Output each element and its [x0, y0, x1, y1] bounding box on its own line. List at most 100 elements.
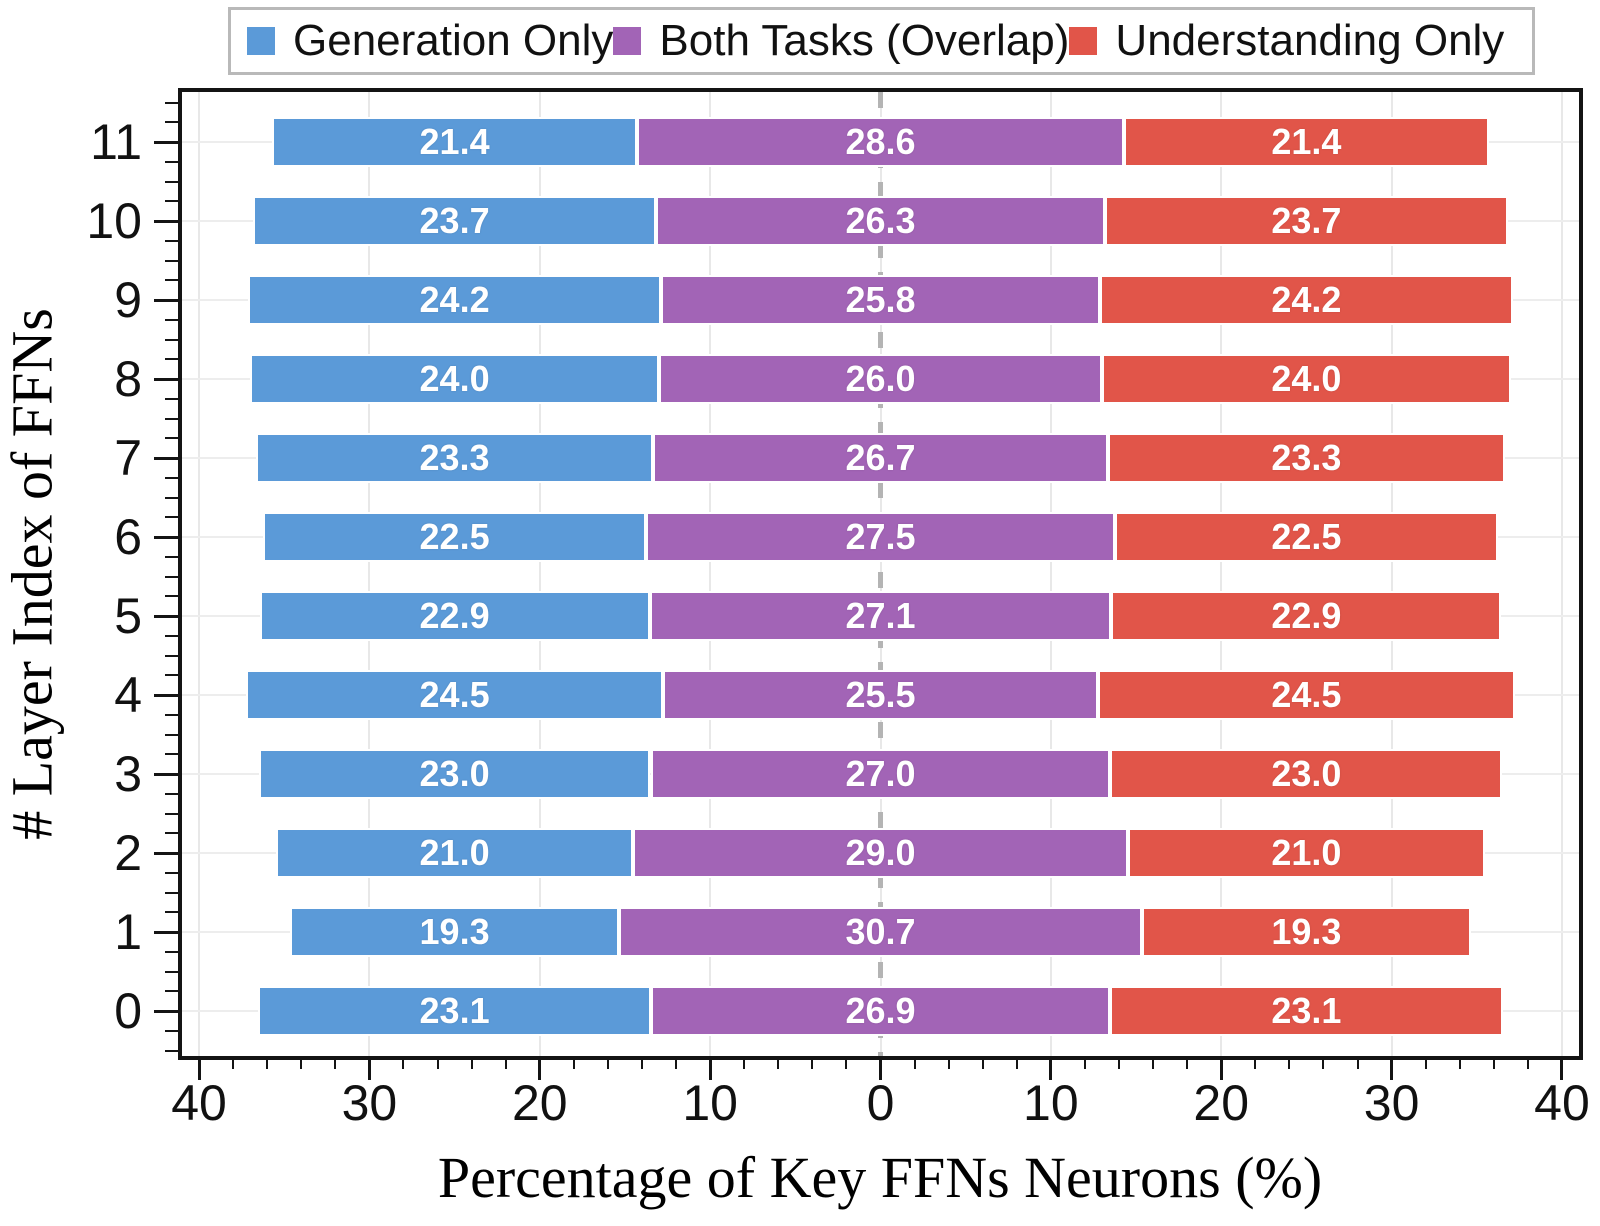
y-tick-minor [165, 101, 178, 104]
gridline-vertical [198, 92, 201, 1056]
bar-segment-both: 27.5 [646, 512, 1115, 562]
y-tick-label: 2 [114, 825, 142, 881]
bar-value-label: 22.9 [1271, 595, 1342, 636]
x-tick-major [708, 1056, 712, 1080]
y-tick-minor [165, 516, 178, 519]
y-tick-minor [165, 259, 178, 262]
x-tick-minor [402, 1056, 405, 1069]
y-tick-minor [165, 358, 178, 361]
x-tick-minor [504, 1056, 507, 1069]
y-tick-minor [165, 733, 178, 736]
y-tick-label: 1 [114, 904, 142, 960]
bar-segment-understanding: 23.1 [1109, 986, 1504, 1036]
x-tick-major [1390, 1056, 1394, 1080]
bar-value-label: 24.0 [419, 358, 490, 399]
gridline-vertical [538, 92, 541, 1056]
x-tick-minor [470, 1056, 473, 1069]
y-tick-major [154, 298, 178, 302]
bar-segment-understanding: 23.3 [1107, 433, 1505, 483]
y-tick-minor [165, 674, 178, 677]
y-tick-minor [165, 654, 178, 657]
x-tick-major [879, 1056, 882, 1080]
x-tick-major [1219, 1056, 1223, 1080]
x-tick-minor [334, 1056, 337, 1069]
bar-segment-generation: 19.3 [290, 907, 619, 957]
legend-swatch-generation-icon [247, 27, 275, 55]
y-tick-minor [165, 160, 178, 163]
gridline-vertical [1390, 92, 1393, 1056]
x-tick-minor [981, 1056, 984, 1069]
bar-segment-understanding: 22.9 [1111, 591, 1502, 641]
x-tick-major [1049, 1056, 1053, 1080]
y-tick-minor [165, 180, 178, 183]
bar-segment-both: 28.6 [636, 117, 1125, 167]
bar-value-label: 24.2 [1271, 279, 1342, 320]
y-tick-minor [165, 792, 178, 795]
bar-value-label: 30.7 [845, 911, 916, 952]
x-tick-label: 20 [511, 1075, 568, 1131]
bar-value-label: 27.1 [845, 595, 916, 636]
legend-item-both: Both Tasks (Overlap) [613, 16, 1069, 66]
x-tick-minor [811, 1056, 814, 1069]
x-tick-major [1560, 1056, 1564, 1080]
y-tick-label: 3 [114, 746, 142, 802]
y-tick-minor [165, 970, 178, 973]
y-tick-major [154, 377, 178, 381]
y-tick-minor [165, 832, 178, 835]
bar-value-label: 22.5 [1271, 516, 1342, 557]
y-tick-minor [165, 950, 178, 953]
zero-dashline [878, 92, 883, 1056]
bar-segment-understanding: 23.7 [1104, 196, 1509, 246]
bar-value-label: 21.0 [1271, 832, 1342, 873]
bar-segment-generation: 24.0 [250, 354, 660, 404]
y-tick-label: 11 [90, 114, 142, 170]
x-tick-label: 40 [171, 1075, 227, 1131]
y-tick-major [154, 930, 178, 934]
x-tick-minor [1152, 1056, 1155, 1069]
y-tick-major [154, 851, 178, 855]
bar-segment-both: 26.3 [656, 196, 1105, 246]
y-tick-label: 4 [114, 667, 142, 723]
bar-segment-understanding: 24.2 [1100, 275, 1513, 325]
bar-value-label: 24.2 [419, 279, 490, 320]
bar-value-label: 26.7 [845, 437, 916, 478]
bar-segment-generation: 23.1 [257, 986, 652, 1036]
y-tick-major [154, 693, 178, 697]
x-tick-minor [1526, 1056, 1529, 1069]
bar-segment-understanding: 19.3 [1142, 907, 1471, 957]
bar-value-label: 26.3 [845, 200, 916, 241]
x-tick-label: 40 [1534, 1075, 1590, 1131]
y-tick-major [154, 140, 178, 144]
y-tick-minor [165, 911, 178, 914]
x-tick-label: 0 [866, 1075, 895, 1131]
bar-segment-understanding: 21.4 [1124, 117, 1489, 167]
bar-segment-both: 29.0 [633, 828, 1128, 878]
y-tick-minor [165, 200, 178, 203]
x-tick-minor [1458, 1056, 1461, 1069]
bar-value-label: 24.5 [1271, 674, 1342, 715]
bar-value-label: 29.0 [845, 832, 916, 873]
x-tick-minor [1015, 1056, 1018, 1069]
y-tick-minor [165, 753, 178, 756]
x-tick-major [538, 1056, 542, 1080]
bar-value-label: 28.6 [845, 121, 916, 162]
bar-segment-both: 27.1 [649, 591, 1112, 641]
x-tick-minor [606, 1056, 609, 1069]
x-tick-minor [300, 1056, 303, 1069]
legend-swatch-understanding-icon [1069, 27, 1098, 55]
bar-value-label: 21.0 [419, 832, 490, 873]
y-tick-major [154, 614, 178, 618]
bar-segment-understanding: 21.0 [1127, 828, 1486, 878]
x-tick-minor [913, 1056, 916, 1069]
x-tick-minor [640, 1056, 643, 1069]
x-tick-minor [1288, 1056, 1291, 1069]
bar-value-label: 22.5 [419, 516, 490, 557]
legend-item-understanding: Understanding Only [1069, 16, 1504, 66]
legend: Generation Only Both Tasks (Overlap) Und… [228, 7, 1535, 75]
y-tick-minor [165, 713, 178, 716]
bar-value-label: 21.4 [419, 121, 490, 162]
x-tick-label: 10 [1023, 1075, 1079, 1131]
x-tick-major [367, 1056, 371, 1080]
x-tick-minor [436, 1056, 439, 1069]
